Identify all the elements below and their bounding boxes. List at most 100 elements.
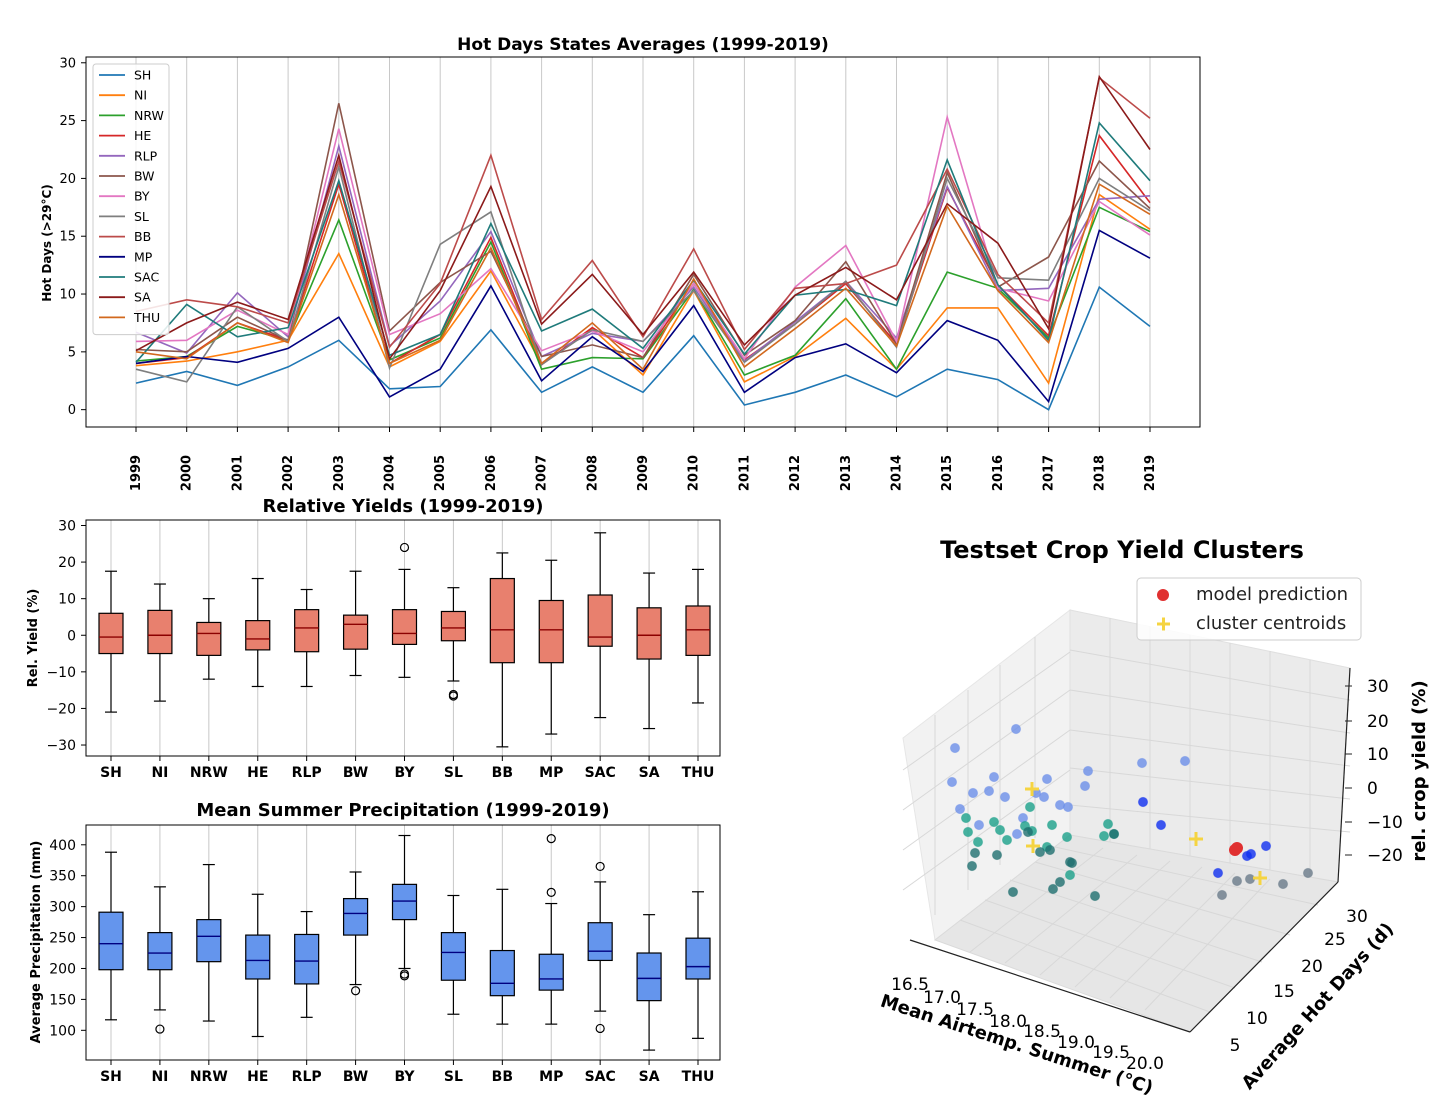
hot-days-x-tick-label: 2009 <box>636 455 651 491</box>
scatter3d-point <box>1136 757 1148 769</box>
hot-days-x-tick-label: 2002 <box>281 455 296 491</box>
scatter3d-x-tick-label: 16.5 <box>891 975 929 995</box>
scatter3d-y-tick-label: 20 <box>1301 957 1323 977</box>
scatter3d-prediction-point <box>1231 842 1243 854</box>
box-outlier <box>595 861 605 872</box>
box-x-tick-label: HE <box>247 765 268 781</box>
box-iqr <box>685 605 711 656</box>
box-ni <box>147 886 173 1034</box>
legend-label-nrw: NRW <box>134 108 164 123</box>
box-iqr <box>342 614 369 650</box>
box-y-tick-label: 20 <box>58 555 76 571</box>
precipitation-plot-frame <box>85 824 721 1061</box>
scatter3d-point <box>1011 828 1023 840</box>
relative-yields-title: Relative Yields (1999-2019) <box>263 496 544 517</box>
box-x-tick-label: SL <box>444 1069 463 1085</box>
scatter3d-gridline <box>1054 846 1319 906</box>
box-y-tick-label: 0 <box>67 628 76 644</box>
box-iqr <box>440 932 467 981</box>
legend-label-sa: SA <box>134 290 151 305</box>
scatter3d-gridline <box>1074 866 1203 988</box>
scatter3d-x-tick-label: 20.0 <box>1126 1054 1164 1074</box>
legend-label-ni: NI <box>134 88 147 103</box>
legend-marker-model-prediction <box>1157 589 1169 601</box>
scatter3d-point <box>1179 755 1191 767</box>
legend-label-model-prediction: model prediction <box>1196 584 1348 605</box>
box-outlier <box>595 1023 605 1034</box>
scatter3d-point <box>1022 826 1034 838</box>
scatter3d-point <box>1079 780 1091 792</box>
hot-days-x-tick-label: 2006 <box>484 455 499 491</box>
scatter3d-gridline <box>969 847 1104 953</box>
hot-days-y-tick-label: 30 <box>59 56 76 71</box>
box-x-tick-label: BY <box>394 765 415 781</box>
scatter3d-point <box>1064 869 1076 881</box>
legend-label-bw: BW <box>134 169 155 184</box>
box-rlp <box>294 910 320 1018</box>
box-y-tick-label: −20 <box>46 701 76 717</box>
precipitation-title: Mean Summer Precipitation (1999-2019) <box>196 800 609 821</box>
box-x-tick-label: BB <box>492 1069 513 1085</box>
box-mp <box>538 559 564 735</box>
scatter3d-gridline <box>1009 879 1263 963</box>
box-x-tick-label: SAC <box>585 1069 616 1085</box>
hot-days-legend-box <box>92 63 170 336</box>
scatter3d-y-axis-line <box>1189 881 1339 1033</box>
hot-days-x-tick-label: 2012 <box>788 455 803 491</box>
box-iqr <box>98 612 124 655</box>
box-outlier <box>155 1024 165 1034</box>
box-thu <box>685 568 711 704</box>
scatter3d-centroid <box>1189 832 1203 846</box>
scatter3d-point <box>1054 876 1066 888</box>
scatter3d-point <box>1061 831 1073 843</box>
scatter3d-point <box>962 826 974 838</box>
hot-days-legend: SH NI NRW HE RLP BW BY SL BB MP SAC SA THU <box>92 63 170 336</box>
series-line-thu <box>135 182 1151 371</box>
box-x-tick-label: RLP <box>292 1069 322 1085</box>
box-y-tick-label: 300 <box>49 900 76 916</box>
scatter3d-point <box>994 824 1006 836</box>
scatter3d-z-tick-label: 20 <box>1367 712 1389 732</box>
hot-days-x-tick-label: 2011 <box>737 455 752 491</box>
legend-label-rlp: RLP <box>134 148 158 163</box>
hot-days-x-tick-label: 2019 <box>1143 455 1158 491</box>
scatter3d-gridline <box>902 769 1071 891</box>
box-x-tick-label: RLP <box>292 765 322 781</box>
box-outlier <box>399 969 410 979</box>
scatter3d-gridline <box>902 651 1071 771</box>
box-iqr <box>489 949 515 997</box>
scatter3d-point <box>1047 883 1059 895</box>
series-line-sac <box>135 121 1151 363</box>
scatter3d-point <box>1024 801 1036 813</box>
scatter3d-centroid <box>1025 782 1039 796</box>
box-iqr <box>147 932 173 971</box>
scatter3d-point <box>973 819 985 831</box>
box-x-tick-label: BB <box>492 765 513 781</box>
box-y-tick-label: 10 <box>58 592 76 608</box>
scatter3d-legend-box <box>1136 577 1362 641</box>
box-iqr <box>98 911 124 971</box>
hot-days-x-tick-label: 2010 <box>687 455 702 491</box>
box-x-tick-label: SAC <box>585 765 616 781</box>
box-iqr <box>196 621 222 656</box>
legend-marker-cluster-centroids <box>1157 617 1170 631</box>
hot-days-y-tick-label: 15 <box>59 230 76 245</box>
hot-days-x-tick-label: 2000 <box>180 455 195 491</box>
box-x-tick-label: SH <box>100 765 122 781</box>
scatter3d-gridline <box>902 689 1071 811</box>
scatter3d-gridline <box>1109 872 1236 999</box>
hot-days-y-tick-label: 25 <box>59 114 76 129</box>
box-iqr <box>636 952 662 1002</box>
box-bb <box>489 552 515 748</box>
hot-days-x-tick-label: 2015 <box>940 455 955 491</box>
scatter3d-gridline <box>1069 649 1351 701</box>
scatter3d-y-tick-label: 10 <box>1246 1009 1268 1029</box>
box-x-tick-label: NI <box>151 1069 168 1085</box>
scatter3d-y-tick-label: 30 <box>1346 907 1368 927</box>
box-x-tick-label: BY <box>394 1069 415 1085</box>
box-x-tick-label: HE <box>247 1069 268 1085</box>
box-nrw <box>196 863 222 1022</box>
box-iqr <box>391 609 418 646</box>
scatter3d-x-tick-label: 18.0 <box>989 1012 1027 1032</box>
